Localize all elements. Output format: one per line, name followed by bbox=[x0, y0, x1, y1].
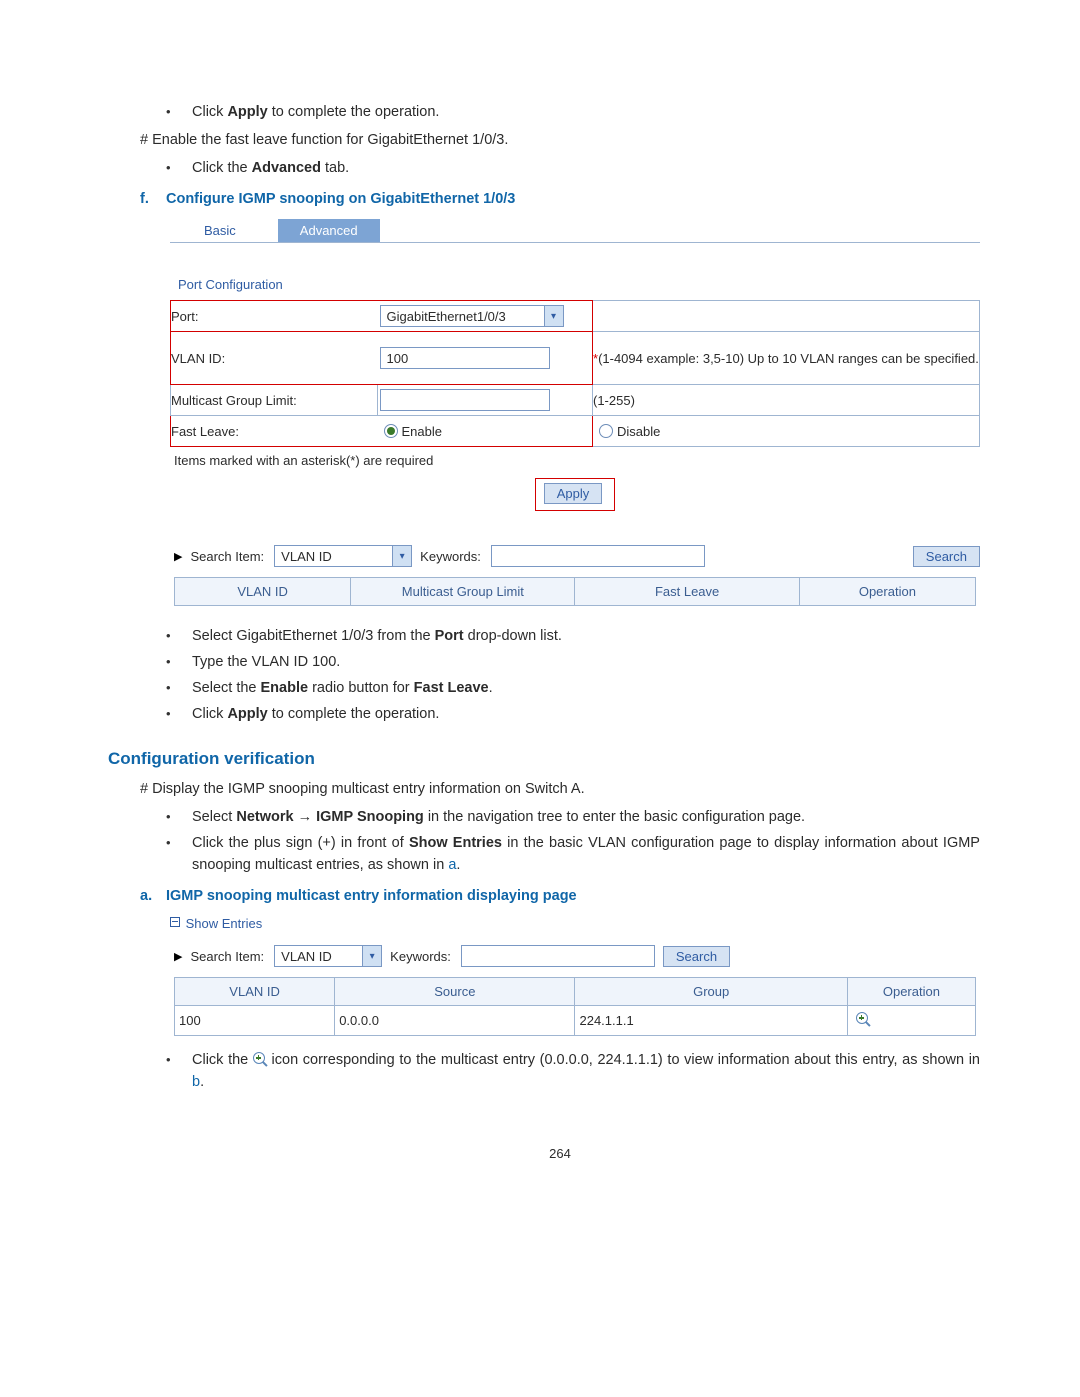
port-config-title: Port Configuration bbox=[178, 277, 980, 292]
search-item-dropdown-2[interactable]: VLAN ID ▾ bbox=[274, 945, 382, 967]
page-number: 264 bbox=[140, 1146, 980, 1161]
table-row: 100 0.0.0.0 224.1.1.1 bbox=[175, 1006, 976, 1036]
zoom-icon bbox=[253, 1052, 267, 1066]
tabs: Basic Advanced bbox=[170, 219, 980, 243]
show-entries-toggle[interactable]: Show Entries bbox=[170, 916, 980, 931]
vlan-label: VLAN ID: bbox=[171, 332, 378, 385]
port-config-screenshot: Basic Advanced Port Configuration Port: … bbox=[170, 219, 980, 606]
mgl-input[interactable] bbox=[380, 389, 550, 411]
fast-leave-disable-radio[interactable] bbox=[599, 424, 613, 438]
mgl-hint: (1-255) bbox=[593, 385, 980, 416]
fast-leave-label: Fast Leave: bbox=[171, 416, 378, 447]
tab-advanced[interactable]: Advanced bbox=[278, 219, 380, 242]
tab-basic[interactable]: Basic bbox=[182, 219, 258, 242]
search-row: ▶ Search Item: VLAN ID ▾ Keywords: Searc… bbox=[174, 541, 980, 571]
keywords-input[interactable] bbox=[491, 545, 705, 567]
cv-intro: # Display the IGMP snooping multicast en… bbox=[140, 779, 980, 801]
list-item: Select the Enable radio button for Fast … bbox=[180, 676, 980, 702]
port-label: Port: bbox=[171, 301, 378, 332]
chevron-down-icon: ▾ bbox=[544, 306, 563, 326]
paragraph: # Enable the fast leave function for Gig… bbox=[140, 130, 980, 152]
apply-highlight: Apply bbox=[535, 478, 616, 511]
mgl-label: Multicast Group Limit: bbox=[171, 385, 378, 416]
search-button[interactable]: Search bbox=[913, 546, 980, 567]
after-shot1-bullets: Select GigabitEthernet 1/0/3 from the Po… bbox=[140, 624, 980, 727]
minus-icon bbox=[170, 917, 180, 927]
chevron-down-icon: ▾ bbox=[362, 946, 381, 966]
list-item: Click Apply to complete the operation. bbox=[180, 100, 980, 126]
list-item: Click Apply to complete the operation. bbox=[180, 702, 980, 728]
list-item: Type the VLAN ID 100. bbox=[180, 650, 980, 676]
port-config-form: Port: GigabitEthernet1/0/3 ▾ VLAN ID: bbox=[170, 300, 980, 447]
keywords-input-2[interactable] bbox=[461, 945, 655, 967]
triangle-icon: ▶ bbox=[174, 950, 182, 963]
list-item: Select GigabitEthernet 1/0/3 from the Po… bbox=[180, 624, 980, 650]
list-item: Click the plus sign (+) in front of Show… bbox=[180, 831, 980, 879]
config-verification-heading: Configuration verification bbox=[108, 749, 980, 769]
intro-bullets: Click Apply to complete the operation. bbox=[140, 100, 980, 126]
list-item: Click the icon corresponding to the mult… bbox=[180, 1048, 980, 1096]
search-row-2: ▶ Search Item: VLAN ID ▾ Keywords: Searc… bbox=[174, 941, 980, 971]
cv-bullets: Select Network → IGMP Snooping in the na… bbox=[140, 805, 980, 878]
vlan-input[interactable]: 100 bbox=[380, 347, 550, 369]
port-dropdown[interactable]: GigabitEthernet1/0/3 ▾ bbox=[380, 305, 564, 327]
search-button-2[interactable]: Search bbox=[663, 946, 730, 967]
chevron-down-icon: ▾ bbox=[392, 546, 411, 566]
list-item: Select Network → IGMP Snooping in the na… bbox=[180, 805, 980, 831]
apply-button[interactable]: Apply bbox=[544, 483, 603, 504]
list-item: Click the Advanced tab. bbox=[180, 156, 980, 182]
search-item-dropdown[interactable]: VLAN ID ▾ bbox=[274, 545, 412, 567]
step-f-heading: f.Configure IGMP snooping on GigabitEthe… bbox=[140, 191, 980, 207]
results-grid: VLAN ID Multicast Group Limit Fast Leave… bbox=[174, 577, 976, 606]
bullets-advanced: Click the Advanced tab. bbox=[140, 156, 980, 182]
detail-zoom-icon[interactable] bbox=[856, 1012, 870, 1026]
show-entries-screenshot: Show Entries ▶ Search Item: VLAN ID ▾ Ke… bbox=[170, 916, 980, 1036]
fast-leave-enable-radio[interactable] bbox=[384, 424, 398, 438]
entries-grid: VLAN ID Source Group Operation 100 0.0.0… bbox=[174, 977, 976, 1036]
required-note: Items marked with an asterisk(*) are req… bbox=[174, 453, 980, 468]
step-a-heading: a.IGMP snooping multicast entry informat… bbox=[140, 888, 980, 904]
after-shot2-bullets: Click the icon corresponding to the mult… bbox=[140, 1048, 980, 1096]
triangle-icon: ▶ bbox=[174, 550, 182, 563]
